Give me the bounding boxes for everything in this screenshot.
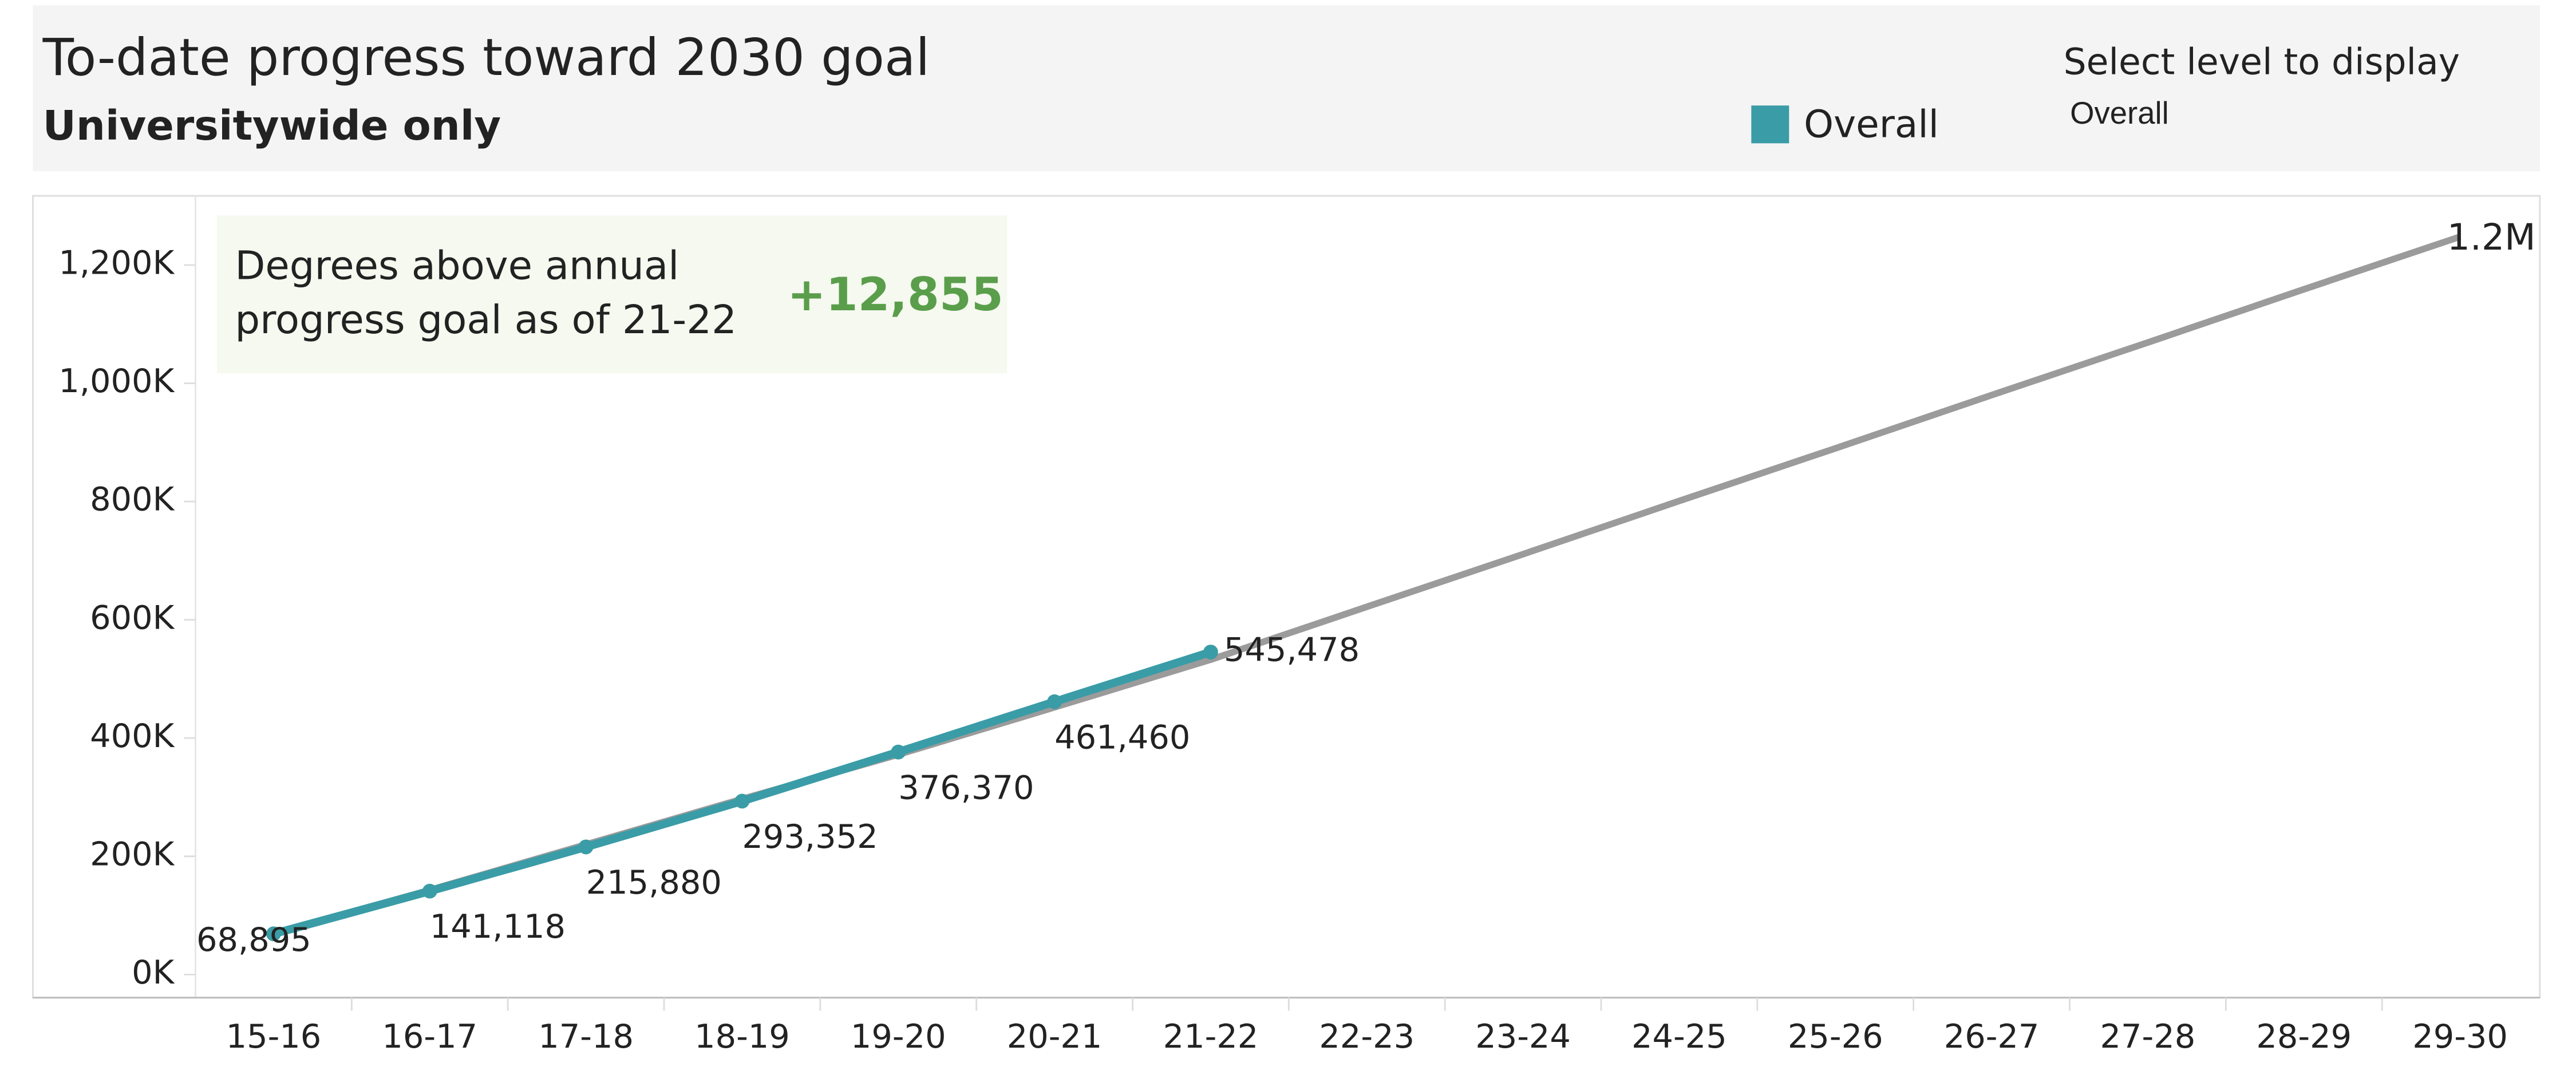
x-tick-label: 21-22 xyxy=(1163,1017,1259,1056)
chart-title: To-date progress toward 2030 goal xyxy=(42,27,930,87)
data-label: 376,370 xyxy=(898,768,1034,807)
x-tick-label: 17-18 xyxy=(538,1017,634,1056)
y-tick-label: 800K xyxy=(90,480,175,519)
y-tick-label: 0K xyxy=(132,953,175,992)
y-tick-label: 400K xyxy=(90,717,175,755)
x-tick-label: 24-25 xyxy=(1631,1017,1727,1056)
data-point xyxy=(1047,694,1062,709)
y-tick-label: 1,000K xyxy=(58,362,175,400)
level-selector[interactable]: Overall xyxy=(2070,96,2169,131)
series-line xyxy=(272,648,1212,938)
data-point xyxy=(422,883,437,899)
legend-swatch xyxy=(1751,105,1789,144)
data-label: 461,460 xyxy=(1054,718,1190,756)
y-tick-label: 1,200K xyxy=(58,244,175,282)
legend-title: Select level to display xyxy=(2064,41,2460,83)
x-tick-label: 25-26 xyxy=(1788,1017,1883,1056)
y-tick-label: 200K xyxy=(90,835,175,873)
x-tick-label: 27-28 xyxy=(2100,1017,2196,1056)
data-point xyxy=(1203,645,1218,659)
data-point xyxy=(734,793,750,809)
data-label: 68,895 xyxy=(196,921,311,959)
legend-label: Overall xyxy=(1804,102,1939,147)
x-tick-label: 26-27 xyxy=(1944,1017,2040,1056)
data-label: 1.2M xyxy=(2447,216,2536,258)
y-tick-label: 600K xyxy=(90,598,175,637)
annotation-box xyxy=(216,215,1008,374)
annotation-text: Degrees above annual xyxy=(235,243,679,289)
x-tick-label: 18-19 xyxy=(694,1017,790,1056)
annotation-value: +12,855 xyxy=(787,267,1003,321)
data-label: 545,478 xyxy=(1224,631,1360,669)
chart-subtitle: Universitywide only xyxy=(43,101,501,149)
data-point xyxy=(891,744,906,760)
data-point xyxy=(578,839,594,855)
x-tick-label: 29-30 xyxy=(2412,1017,2508,1056)
x-tick-label: 28-29 xyxy=(2256,1017,2352,1056)
x-tick-label: 16-17 xyxy=(382,1017,477,1056)
annotation-text: progress goal as of 21-22 xyxy=(235,297,737,343)
data-label: 141,118 xyxy=(430,907,566,946)
data-point xyxy=(266,926,281,942)
data-label: 215,880 xyxy=(586,863,722,902)
header-background xyxy=(33,5,2540,172)
data-label: 293,352 xyxy=(742,818,878,856)
x-tick-label: 19-20 xyxy=(851,1017,946,1056)
x-tick-label: 20-21 xyxy=(1007,1017,1103,1056)
x-tick-label: 23-24 xyxy=(1475,1017,1571,1056)
x-tick-label: 15-16 xyxy=(226,1017,322,1056)
x-tick-label: 22-23 xyxy=(1319,1017,1415,1056)
